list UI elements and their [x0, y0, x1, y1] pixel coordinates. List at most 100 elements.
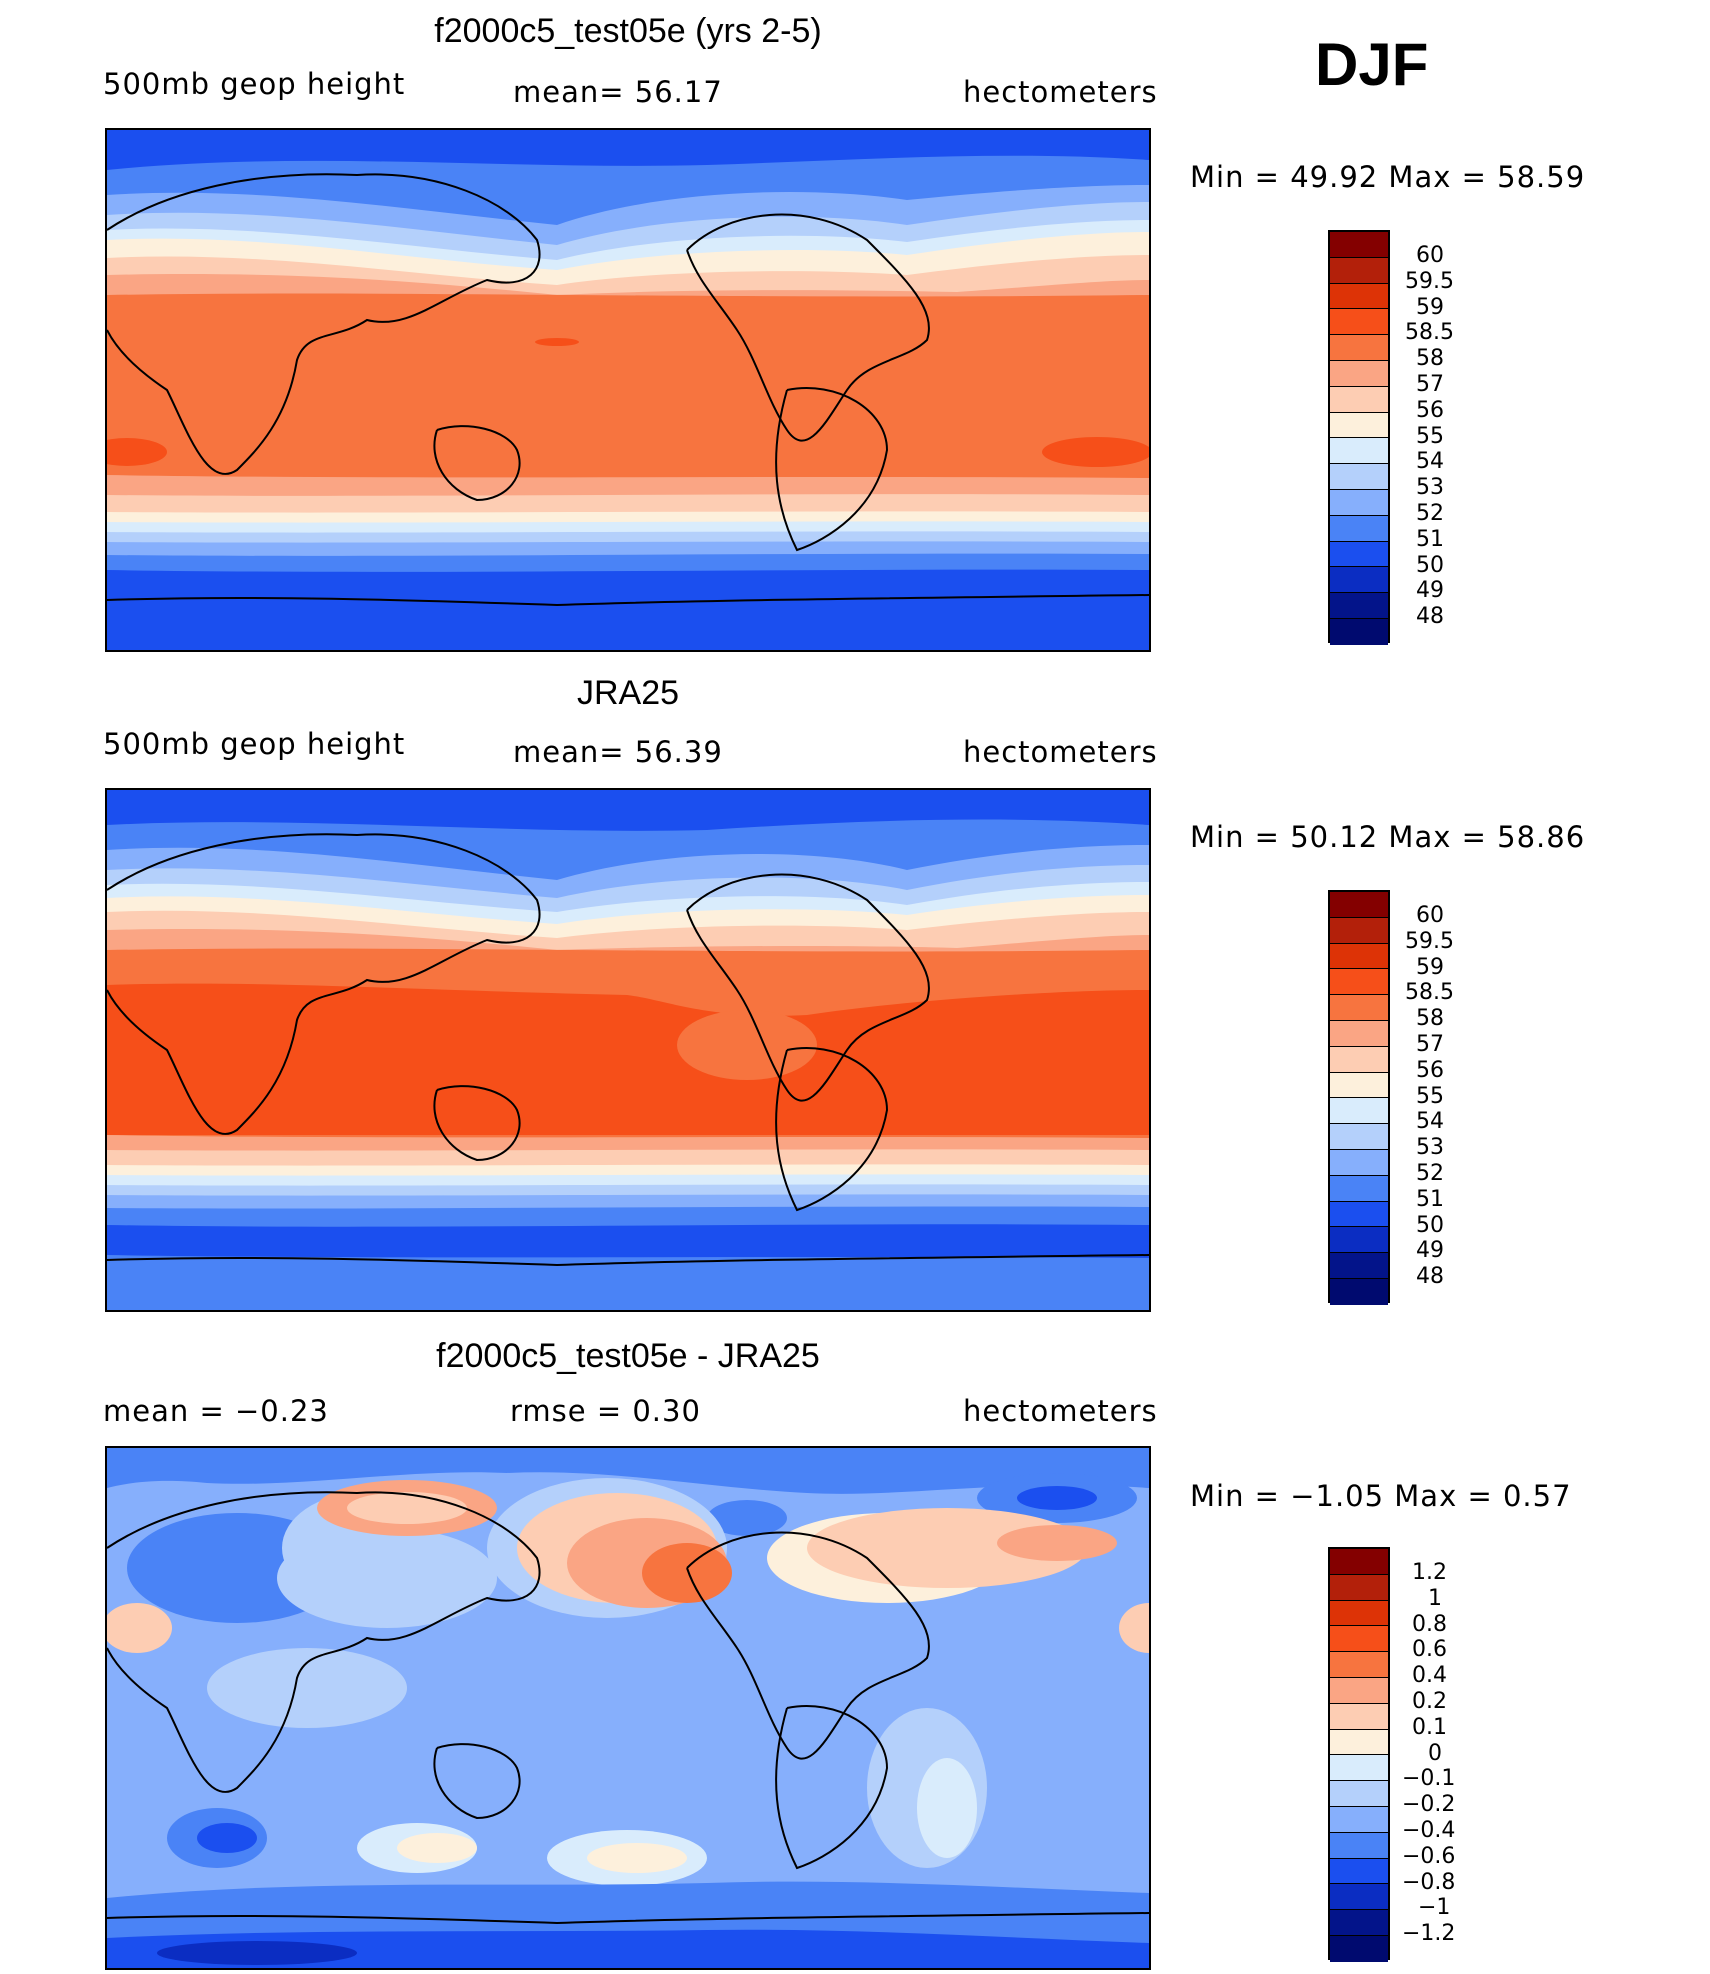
panel-2-minmax: Min = 50.12 Max = 58.86: [1190, 820, 1586, 854]
colorbar-box: [1330, 464, 1388, 490]
colorbar-label: −0.4: [1402, 1818, 1456, 1843]
colorbar-box: [1330, 257, 1388, 284]
colorbar-box: [1330, 335, 1388, 361]
panel-2-map: [105, 788, 1151, 1312]
panel-3-mean-label: mean = −0.23: [103, 1394, 329, 1428]
colorbar-box: [1330, 1677, 1388, 1704]
panel-1-map: [105, 128, 1151, 652]
colorbar-box: [1330, 386, 1388, 413]
colorbar-label: 49: [1416, 1238, 1444, 1263]
colorbar-label: 0.1: [1412, 1715, 1447, 1740]
panel-3-map: [105, 1446, 1151, 1970]
colorbar-label: −1: [1418, 1895, 1451, 1920]
colorbar-box: [1330, 1703, 1388, 1730]
colorbar-box: [1330, 1832, 1388, 1859]
colorbar-label: 53: [1416, 475, 1444, 500]
colorbar-label: 59.5: [1405, 269, 1454, 294]
colorbar-box: [1330, 1253, 1388, 1279]
colorbar-box: [1330, 232, 1388, 258]
colorbar-label: 51: [1416, 527, 1444, 552]
colorbar-box: [1330, 1020, 1388, 1047]
panel-1-minmax: Min = 49.92 Max = 58.59: [1190, 160, 1586, 194]
colorbar-box: [1330, 360, 1388, 387]
colorbar-label: 1: [1428, 1586, 1442, 1611]
season-label: DJF: [1315, 31, 1429, 98]
colorbar-label: 56: [1416, 398, 1444, 423]
colorbar-box: [1330, 1600, 1388, 1627]
panel-2-variable-label: 500mb geop height: [103, 727, 406, 761]
colorbar-label: 52: [1416, 1161, 1444, 1186]
colorbar-label: 53: [1416, 1135, 1444, 1160]
colorbar-box: [1330, 1278, 1388, 1305]
colorbar-label: 1.2: [1412, 1560, 1447, 1585]
panel-1-title: f2000c5_test05e (yrs 2-5): [434, 12, 822, 50]
colorbar-label: 48: [1416, 1264, 1444, 1289]
colorbar-box: [1330, 1858, 1388, 1885]
colorbar-label: 58: [1416, 1006, 1444, 1031]
colorbar-label: 58: [1416, 346, 1444, 371]
colorbar-label: 55: [1416, 1084, 1444, 1109]
colorbar-label: 0: [1428, 1741, 1442, 1766]
colorbar-box: [1330, 412, 1388, 439]
panel-3-minmax: Min = −1.05 Max = 0.57: [1190, 1479, 1572, 1513]
panel-2-colorbar: [1328, 890, 1390, 1305]
colorbar-label: 0.2: [1412, 1689, 1447, 1714]
colorbar-label: 59: [1416, 295, 1444, 320]
colorbar-label: 58.5: [1405, 320, 1454, 345]
colorbar-label: −0.8: [1402, 1870, 1456, 1895]
colorbar-label: 48: [1416, 604, 1444, 629]
colorbar-label: −0.1: [1402, 1766, 1456, 1791]
colorbar-box: [1330, 1652, 1388, 1678]
colorbar-box: [1330, 567, 1388, 594]
colorbar-label: 60: [1416, 903, 1444, 928]
panel-3-title: f2000c5_test05e - JRA25: [436, 1337, 820, 1375]
colorbar-box: [1330, 969, 1388, 996]
colorbar-box: [1330, 1201, 1388, 1228]
colorbar-box: [1330, 618, 1388, 645]
colorbar-box: [1330, 1884, 1388, 1911]
colorbar-box: [1330, 892, 1388, 918]
colorbar-box: [1330, 1227, 1388, 1254]
colorbar-label: 56: [1416, 1058, 1444, 1083]
colorbar-box: [1330, 1175, 1388, 1202]
colorbar-label: 54: [1416, 1109, 1444, 1134]
colorbar-box: [1330, 995, 1388, 1021]
panel-3-rmse-label: rmse = 0.30: [510, 1394, 701, 1428]
colorbar-box: [1330, 1755, 1388, 1782]
colorbar-label: 59: [1416, 955, 1444, 980]
colorbar-box: [1330, 541, 1388, 568]
colorbar-box: [1330, 1574, 1388, 1601]
colorbar-box: [1330, 1549, 1388, 1575]
colorbar-box: [1330, 943, 1388, 970]
colorbar-label: 50: [1416, 553, 1444, 578]
colorbar-label: 0.6: [1412, 1637, 1447, 1662]
colorbar-box: [1330, 309, 1388, 336]
panel-2-title: JRA25: [576, 674, 680, 712]
colorbar-box: [1330, 1124, 1388, 1150]
colorbar-box: [1330, 1910, 1388, 1936]
colorbar-box: [1330, 438, 1388, 465]
colorbar-box: [1330, 283, 1388, 310]
colorbar-label: 58.5: [1405, 980, 1454, 1005]
colorbar-label: 57: [1416, 372, 1444, 397]
colorbar-box: [1330, 1046, 1388, 1073]
colorbar-label: −0.6: [1402, 1844, 1456, 1869]
panel-1-variable-label: 500mb geop height: [103, 67, 406, 101]
colorbar-box: [1330, 1935, 1388, 1962]
colorbar-label: 0.8: [1412, 1612, 1447, 1637]
colorbar-box: [1330, 1729, 1388, 1756]
colorbar-box: [1330, 1072, 1388, 1099]
colorbar-box: [1330, 489, 1388, 516]
colorbar-label: 60: [1416, 243, 1444, 268]
panel-1-mean-label: mean= 56.17: [513, 75, 723, 109]
colorbar-label: 51: [1416, 1187, 1444, 1212]
panel-1-colorbar: [1328, 230, 1390, 645]
colorbar-box: [1330, 1149, 1388, 1176]
colorbar-label: 50: [1416, 1213, 1444, 1238]
colorbar-label: 0.4: [1412, 1663, 1447, 1688]
colorbar-box: [1330, 515, 1388, 542]
colorbar-box: [1330, 1781, 1388, 1807]
colorbar-box: [1330, 1626, 1388, 1653]
colorbar-label: 52: [1416, 501, 1444, 526]
panel-1-units-label: hectometers: [963, 75, 1158, 109]
